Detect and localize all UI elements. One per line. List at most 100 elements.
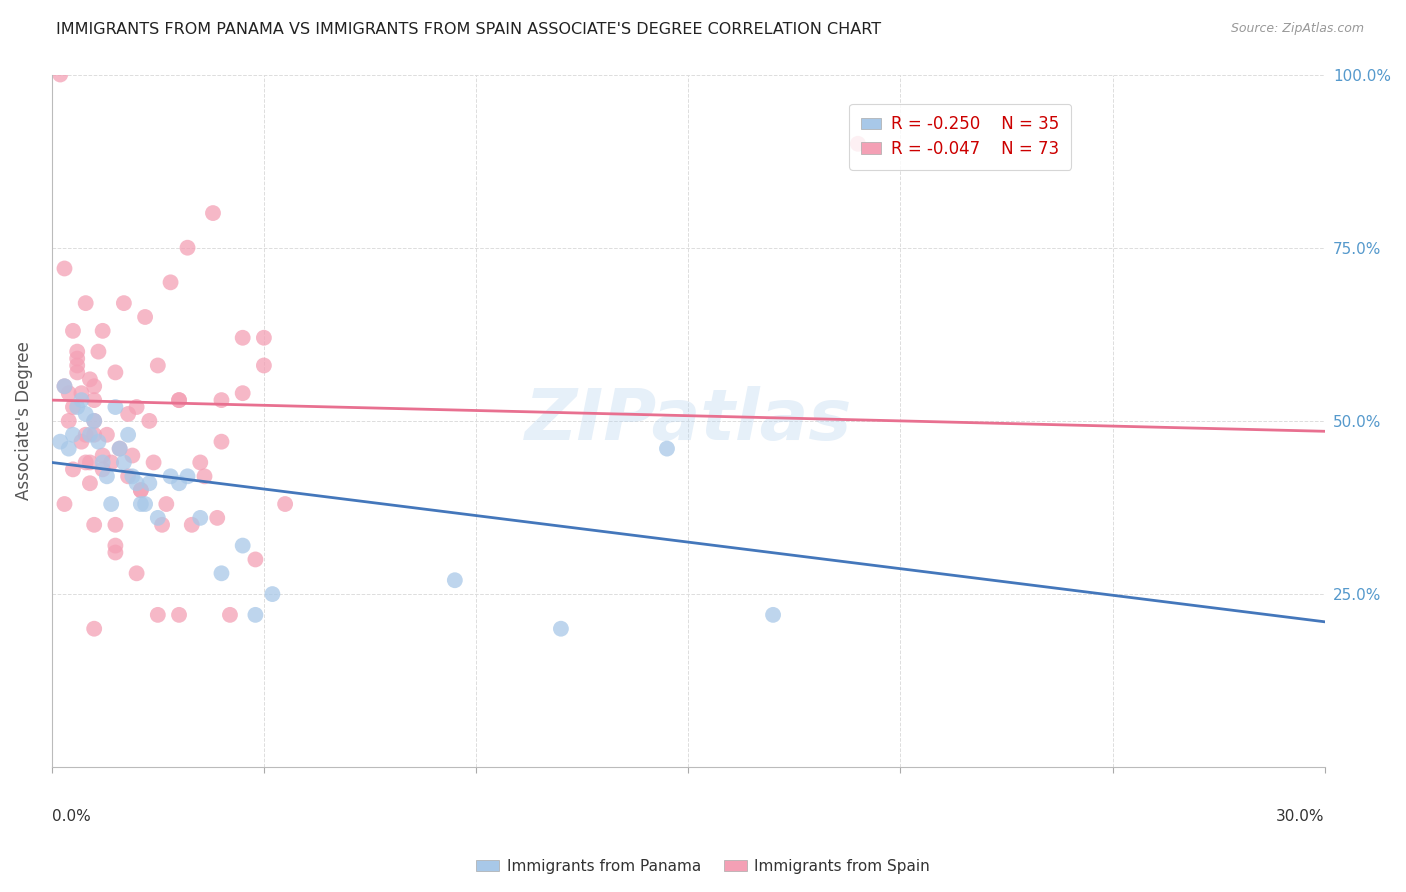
Point (762, 607, 785, 622)
Point (104, 539, 127, 553)
Point (146, 511, 169, 525)
Text: Source: ZipAtlas.com: Source: ZipAtlas.com (1230, 22, 1364, 36)
Point (138, 476, 160, 491)
Point (75, 407, 97, 421)
Point (211, 393, 233, 408)
Point (550, 622, 572, 636)
Point (91, 324, 114, 338)
Point (262, 587, 284, 601)
Point (112, 296, 135, 310)
Point (655, 442, 678, 456)
Point (180, 517, 202, 532)
Point (121, 469, 143, 483)
Point (53, 379, 76, 393)
Point (108, 442, 131, 456)
Point (146, 359, 169, 373)
Point (211, 566, 233, 581)
Point (58, 386, 80, 401)
Legend: R = -0.250    N = 35, R = -0.047    N = 73: R = -0.250 N = 35, R = -0.047 N = 73 (849, 103, 1071, 169)
Point (96, 469, 118, 483)
Legend: Immigrants from Panama, Immigrants from Spain: Immigrants from Panama, Immigrants from … (470, 853, 936, 880)
Point (83, 379, 105, 393)
Point (245, 607, 267, 622)
Point (253, 359, 276, 373)
Point (155, 497, 177, 511)
Point (167, 393, 190, 408)
Point (188, 511, 211, 525)
Point (125, 476, 148, 491)
Point (70, 434, 93, 449)
Point (129, 483, 152, 498)
Point (66, 344, 89, 359)
Point (75, 296, 97, 310)
Point (83, 427, 105, 442)
Y-axis label: Associate's Degree: Associate's Degree (15, 342, 32, 500)
Point (443, 573, 465, 587)
Point (66, 365, 89, 379)
Point (91, 462, 114, 476)
Point (193, 469, 215, 483)
Point (91, 455, 114, 469)
Point (117, 469, 139, 483)
Point (58, 442, 80, 456)
Point (129, 483, 152, 498)
Point (104, 400, 127, 414)
Point (62, 324, 84, 338)
Point (167, 476, 190, 491)
Point (70, 393, 93, 408)
Text: IMMIGRANTS FROM PANAMA VS IMMIGRANTS FROM SPAIN ASSOCIATE'S DEGREE CORRELATION C: IMMIGRANTS FROM PANAMA VS IMMIGRANTS FRO… (56, 22, 882, 37)
Point (138, 414, 160, 428)
Point (53, 261, 76, 276)
Point (112, 455, 135, 469)
Point (245, 552, 267, 566)
Point (176, 241, 198, 255)
Point (134, 310, 156, 324)
Point (100, 455, 122, 469)
Point (83, 414, 105, 428)
Point (96, 427, 118, 442)
Point (83, 517, 105, 532)
Point (79, 427, 101, 442)
Point (846, 136, 869, 151)
Point (134, 497, 156, 511)
Point (125, 566, 148, 581)
Point (100, 497, 122, 511)
Point (87, 344, 110, 359)
Point (201, 206, 224, 220)
Point (87, 434, 110, 449)
Point (104, 545, 127, 559)
Point (117, 407, 139, 421)
Point (75, 427, 97, 442)
Point (232, 539, 254, 553)
Point (53, 379, 76, 393)
Point (58, 414, 80, 428)
Point (62, 400, 84, 414)
Point (117, 427, 139, 442)
Point (121, 449, 143, 463)
Point (62, 462, 84, 476)
Point (108, 442, 131, 456)
Point (129, 497, 152, 511)
Point (232, 386, 254, 401)
Point (232, 331, 254, 345)
Point (79, 476, 101, 491)
Point (104, 517, 127, 532)
Point (91, 449, 114, 463)
Point (49, 434, 72, 449)
Point (167, 393, 190, 408)
Text: ZIPatlas: ZIPatlas (524, 386, 852, 456)
Point (75, 455, 97, 469)
Point (83, 393, 105, 408)
Point (150, 517, 173, 532)
Point (83, 414, 105, 428)
Point (167, 607, 190, 622)
Point (70, 386, 93, 401)
Text: 30.0%: 30.0% (1277, 809, 1324, 824)
Point (125, 400, 148, 414)
Point (159, 469, 181, 483)
Point (83, 622, 105, 636)
Point (159, 276, 181, 290)
Point (104, 365, 127, 379)
Point (66, 351, 89, 366)
Point (274, 497, 297, 511)
